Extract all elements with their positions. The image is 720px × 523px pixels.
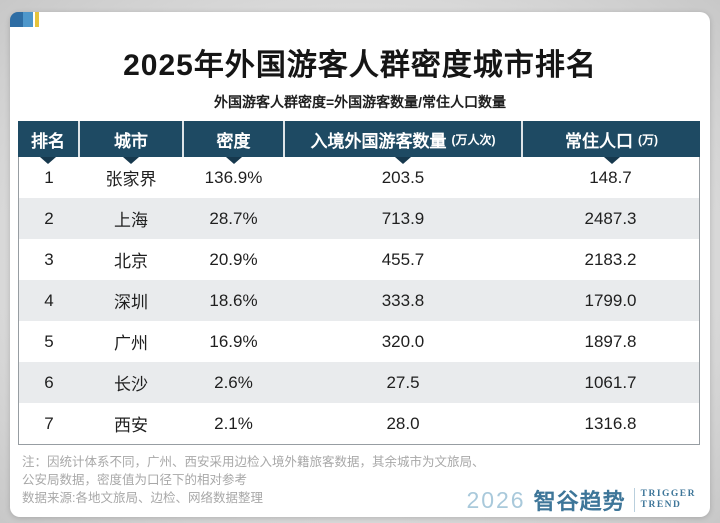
table-row: 4 深圳 18.6% 333.8 1799.0	[19, 280, 699, 321]
table-cell: 333.8	[381, 290, 425, 310]
logo-brand-name: 智谷趋势	[533, 489, 626, 514]
table-row: 1 张家界 136.9% 203.5 148.7	[19, 157, 699, 198]
corner-squares-icon	[10, 12, 39, 27]
table-cell: 广州	[114, 334, 148, 353]
table-body: 1 张家界 136.9% 203.5 148.7 2 上海 28.7% 713.9 2487.3 3…	[18, 157, 700, 445]
logo-tagline-line: TREND	[640, 500, 682, 510]
page-title: 2025年外国游客人群密度城市排名	[123, 49, 597, 82]
table-cell: 28.7%	[209, 208, 258, 228]
table-cell: 张家界	[105, 170, 157, 189]
table-header-row: 排名 城市 密度 入境外国游客数量 (万人次) 常住人口 (万)	[18, 121, 700, 164]
footnote-line: 注：因统计体系不同，广州、西安采用边检入境外籍旅客数据，其余城市为文旅局、	[22, 455, 485, 469]
logo-tagline: TRIGGER TREND	[641, 489, 696, 511]
header-unit: (万)	[638, 132, 658, 147]
table-cell: 455.7	[381, 249, 425, 269]
table-cell: 3	[44, 249, 54, 269]
header-unit: (万人次)	[451, 132, 496, 147]
header-resident-population: 常住人口 (万)	[521, 121, 700, 164]
table-cell: 1	[44, 167, 54, 187]
table-cell: 148.7	[589, 167, 632, 187]
header-city: 城市	[78, 121, 182, 164]
infographic-card: 2025年外国游客人群密度城市排名 外国游客人群密度=外国游客数量/常住人口数量…	[10, 12, 710, 517]
header-label: 城市	[114, 131, 148, 151]
table-cell: 2487.3	[584, 208, 637, 228]
table-cell: 长沙	[114, 375, 148, 394]
yellow-stripe-icon	[35, 12, 39, 27]
column-pointer-icon	[40, 157, 56, 164]
table-cell: 18.6%	[209, 290, 258, 310]
table-row: 5 广州 16.9% 320.0 1897.8	[19, 321, 699, 362]
table-cell: 713.9	[381, 208, 425, 228]
table-cell: 4	[44, 290, 54, 310]
footnote-line: 数据来源:各地文旅局、边检、网络数据整理	[22, 491, 263, 505]
table-cell: 1897.8	[584, 331, 637, 351]
column-pointer-icon	[123, 157, 139, 164]
table-cell: 2	[44, 208, 54, 228]
header-inbound-tourists: 入境外国游客数量 (万人次)	[283, 121, 521, 164]
table-row: 2 上海 28.7% 713.9 2487.3	[19, 198, 699, 239]
footnotes: 注：因统计体系不同，广州、西安采用边检入境外籍旅客数据，其余城市为文旅局、 公安…	[22, 453, 485, 507]
table-cell: 西安	[114, 416, 148, 435]
table-row: 3 北京 20.9% 455.7 2183.2	[19, 239, 699, 280]
table-cell: 16.9%	[209, 331, 258, 351]
table-cell: 1316.8	[584, 413, 637, 433]
column-pointer-icon	[395, 157, 411, 164]
logo-year: 2026	[466, 486, 526, 513]
table-cell: 1799.0	[584, 290, 637, 310]
table-row: 6 长沙 2.6% 27.5 1061.7	[19, 362, 699, 403]
table-row: 7 西安 2.1% 28.0 1316.8	[19, 403, 699, 444]
table-cell: 27.5	[386, 372, 420, 392]
table-cell: 2.1%	[214, 413, 253, 433]
formula-subtitle: 外国游客人群密度=外国游客数量/常住人口数量	[213, 94, 507, 110]
table-cell: 2183.2	[584, 249, 637, 269]
square-gap	[33, 12, 35, 27]
light-blue-square-icon	[23, 12, 33, 27]
header-label: 常住人口	[565, 131, 633, 151]
column-pointer-icon	[603, 157, 620, 164]
header-density: 密度	[182, 121, 283, 164]
table-cell: 6	[44, 372, 54, 392]
table-cell: 2.6%	[214, 372, 253, 392]
footnote-line: 公安局数据，密度值为口径下的相对参考	[22, 473, 248, 487]
table-cell: 136.9%	[204, 167, 263, 187]
table-cell: 7	[44, 413, 54, 433]
ranking-table: 排名 城市 密度 入境外国游客数量 (万人次) 常住人口 (万)	[18, 121, 700, 445]
header-label: 排名	[31, 131, 65, 151]
publisher-logo: 2026 智谷趋势 TRIGGER TREND	[466, 484, 696, 516]
header-label: 入境外国游客数量	[310, 131, 447, 151]
table-cell: 203.5	[381, 167, 425, 187]
logo-tagline-line: TRIGGER	[640, 489, 696, 499]
table-cell: 20.9%	[209, 249, 258, 269]
table-cell: 深圳	[114, 293, 148, 312]
table-cell: 上海	[114, 211, 148, 230]
table-cell: 1061.7	[584, 372, 637, 392]
table-cell: 28.0	[386, 413, 420, 433]
logo-divider	[633, 488, 635, 512]
column-pointer-icon	[225, 157, 242, 164]
table-cell: 320.0	[381, 331, 425, 351]
header-label: 密度	[216, 131, 251, 151]
dark-blue-square-icon	[10, 12, 23, 27]
header-rank: 排名	[18, 121, 78, 164]
table-cell: 5	[44, 331, 54, 351]
table-cell: 北京	[114, 252, 148, 271]
